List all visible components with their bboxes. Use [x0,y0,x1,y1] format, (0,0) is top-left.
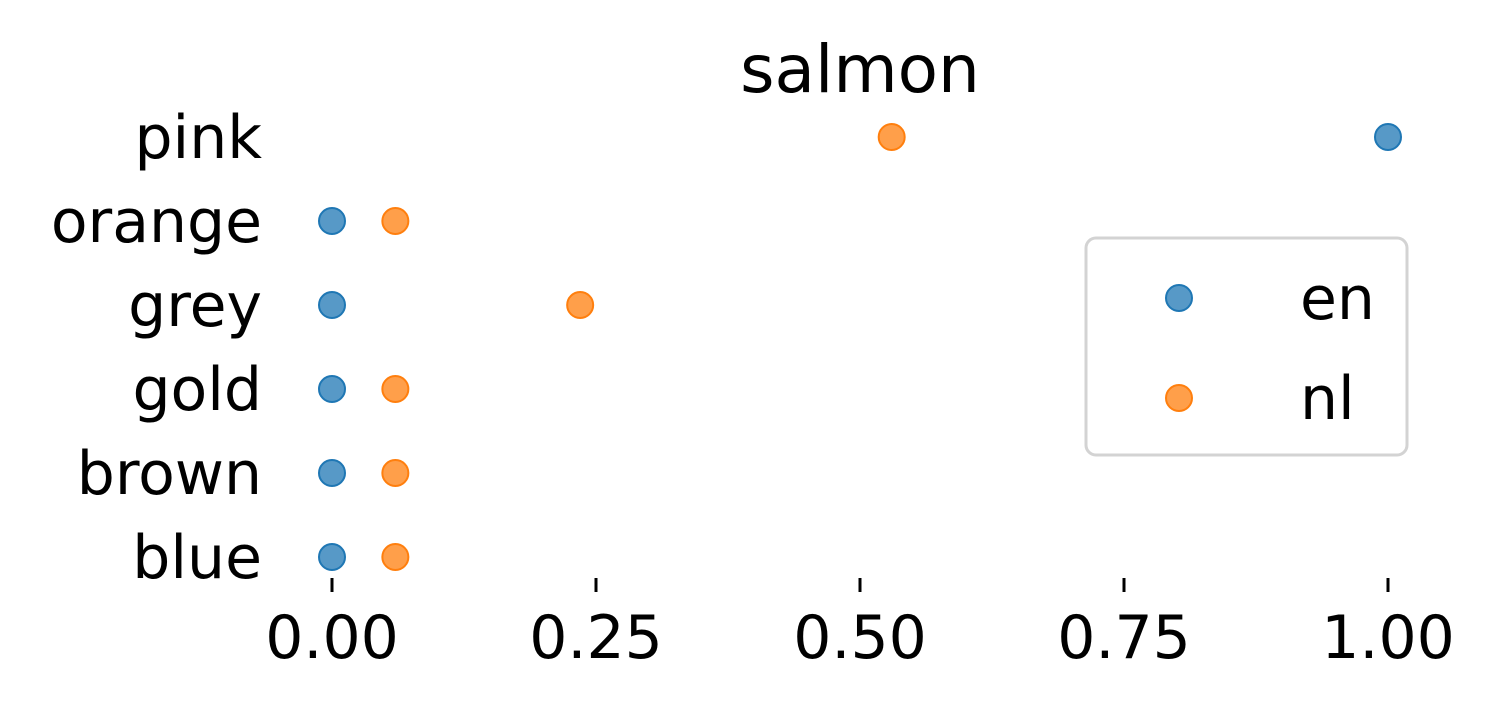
y-tick-label: blue [132,523,262,593]
point-nl-orange [381,207,410,235]
x-tick-label: 0.75 [1057,603,1191,673]
x-tick-label: 0.25 [529,603,663,673]
y-tick-label: grey [128,271,262,341]
x-tick-label: 0.50 [793,603,927,673]
y-tick-label: gold [132,355,262,425]
point-en-gold [318,375,346,403]
legend-label-en: en [1300,264,1375,334]
chart-title: salmon [740,31,980,108]
y-tick-label: orange [51,187,262,257]
legend-label-nl: nl [1300,364,1355,434]
point-nl-grey [566,291,595,319]
point-en-brown [318,459,346,487]
y-tick-label: brown [77,439,262,509]
point-nl-brown [381,459,410,487]
y-axis-labels: blue brown gold grey orange pink [51,103,262,593]
point-en-pink [1374,123,1402,151]
point-nl-blue [381,543,410,571]
x-axis: 0.00 0.25 0.50 0.75 1.00 [265,578,1455,673]
point-nl-pink [877,123,906,151]
y-tick-label: pink [134,103,262,173]
point-nl-gold [381,375,410,403]
point-en-orange [318,207,346,235]
legend-marker-en [1165,284,1193,312]
point-en-blue [318,543,346,571]
legend: en nl [1084,236,1409,457]
x-tick-label: 1.00 [1321,603,1455,673]
x-tick-label: 0.00 [265,603,399,673]
legend-marker-nl [1165,384,1193,412]
data-points [318,123,1402,571]
point-en-grey [318,291,346,319]
